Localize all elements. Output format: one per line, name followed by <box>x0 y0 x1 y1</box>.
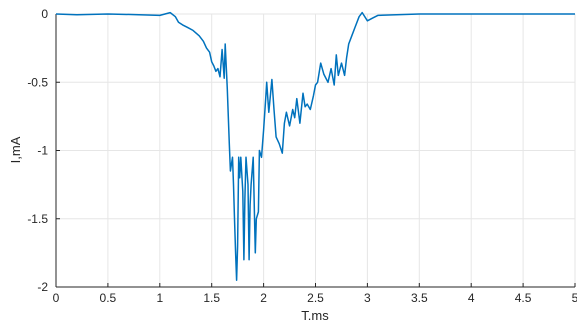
y-axis-label: I,mA <box>8 136 23 163</box>
x-tick-label: 5 <box>572 291 577 305</box>
y-tick-label: -1.5 <box>27 212 48 226</box>
x-tick-label: 0.5 <box>100 291 117 305</box>
series <box>55 11 575 281</box>
x-tick-label: 4.5 <box>515 291 532 305</box>
y-tick-label: -1 <box>37 144 48 158</box>
tick-labels: 0 0.5 1 1.5 2 2.5 3 3.5 4 4.5 5 0 -0.5 -1 -1.5 -2 <box>27 7 577 305</box>
y-tick-label: -2 <box>37 280 48 294</box>
x-tick-label: 0 <box>53 291 60 305</box>
x-tick-label: 4 <box>468 291 475 305</box>
x-tick-label: 1.5 <box>203 291 220 305</box>
y-tick-label: 0 <box>41 7 48 21</box>
y-tick-label: -0.5 <box>27 75 48 89</box>
grid <box>55 13 576 288</box>
x-axis-label: T.ms <box>301 308 329 323</box>
x-tick-label: 2 <box>260 291 267 305</box>
x-tick-label: 3 <box>364 291 371 305</box>
current-series-line <box>55 11 575 281</box>
x-tick-label: 1 <box>156 291 163 305</box>
x-tick-label: 2.5 <box>307 291 324 305</box>
x-tick-label: 3.5 <box>411 291 428 305</box>
